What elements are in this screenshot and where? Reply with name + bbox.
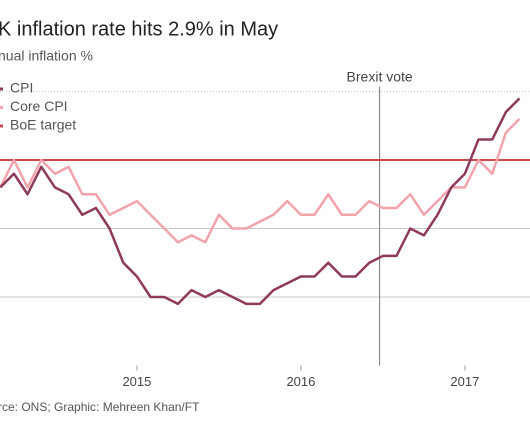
- series-line: [0, 97, 521, 306]
- source-note: rce: ONS; Graphic: Mehreen Khan/FT: [0, 400, 200, 414]
- chart-title: K inflation rate hits 2.9% in May: [0, 18, 278, 40]
- legend-label: BoE target: [10, 117, 76, 133]
- x-tick-label: 2015: [122, 374, 151, 389]
- x-tick-label: 2017: [450, 374, 479, 389]
- x-tick-label: 2016: [286, 374, 315, 389]
- legend-label: CPI: [10, 80, 33, 96]
- series-line: [0, 118, 521, 244]
- chart-subtitle: nual inflation %: [0, 48, 93, 64]
- annotation-label: Brexit vote: [347, 69, 413, 85]
- legend-label: Core CPI: [10, 98, 68, 114]
